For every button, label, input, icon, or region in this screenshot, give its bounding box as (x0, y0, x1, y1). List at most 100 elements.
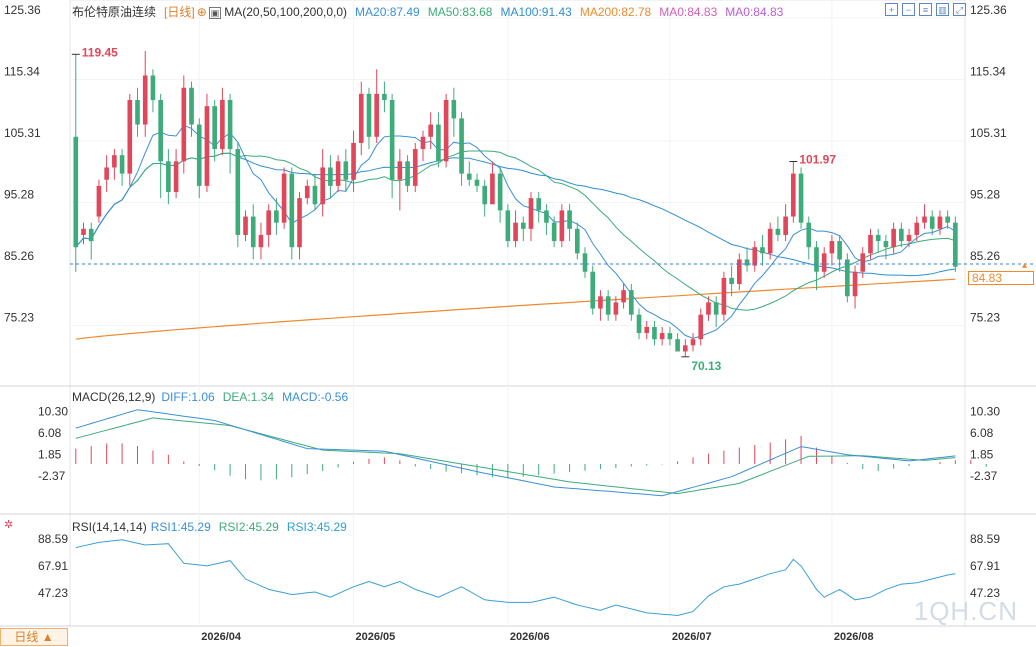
candle-body (243, 216, 248, 235)
candle-body (88, 228, 94, 242)
rsi-y-tick-left: 88.59 (38, 532, 68, 546)
candle-body (297, 198, 302, 248)
ma0-value-b: MA0:84.83 (725, 5, 784, 19)
settings-icon[interactable]: ⊕ (196, 5, 207, 19)
candle-body (883, 241, 889, 248)
ma0-value-a: MA0:84.83 (659, 5, 718, 19)
candle-body (343, 161, 349, 180)
candle-body (266, 210, 271, 235)
ma-icon: ▣ (208, 7, 222, 19)
candle-body (158, 100, 163, 162)
price-header: 布伦特原油连续 [日线] ⊕ ▣ MA(20,50,100,200,0,0) MA20:8… (72, 3, 791, 20)
candle-body (675, 339, 680, 352)
price-annotation: 70.13 (691, 359, 721, 373)
candle-body (737, 259, 742, 284)
layout-icon[interactable]: ▥ (936, 3, 949, 16)
candle-body (150, 75, 156, 100)
rsi-y-tick-right: 88.59 (970, 532, 1000, 546)
candle-body (212, 106, 217, 150)
candle-body (366, 93, 372, 137)
macd-label: MACD(26,12,9) (72, 390, 156, 404)
candle-body (250, 216, 256, 248)
candle-body (852, 271, 858, 297)
candle-body (922, 216, 927, 223)
zoom-out-icon[interactable]: − (902, 3, 915, 16)
candle-body (127, 100, 133, 174)
y-tick-label-left: 95.28 (4, 188, 34, 202)
candle-body (104, 167, 109, 180)
zoom-in-icon[interactable]: + (885, 3, 898, 16)
fullscreen-icon[interactable]: ⤢ (953, 3, 966, 16)
candle-body (520, 222, 526, 229)
candle-body (613, 302, 619, 315)
candle-body (652, 326, 657, 340)
dea-line (75, 417, 956, 495)
candle-body (135, 100, 140, 125)
candle-body (304, 185, 310, 199)
candle-body (814, 247, 819, 272)
x-tick-label: 2026/04 (201, 631, 242, 643)
y-tick-label-left: 105.31 (4, 126, 41, 140)
price-annotation: 119.45 (82, 45, 118, 59)
candle-body (945, 216, 950, 223)
candle-body (906, 234, 912, 242)
candle-body (466, 173, 472, 180)
y-tick-label-right: 115.34 (970, 65, 1006, 79)
candle-body (96, 185, 102, 217)
candle-body (574, 228, 580, 254)
instrument-title: 布伦特原油连续 (72, 5, 157, 19)
candle-body (875, 234, 881, 242)
candle-body (767, 228, 773, 254)
y-tick-label-left: 125.36 (4, 3, 41, 17)
candle-body (628, 290, 634, 315)
rsi-settings-icon[interactable]: ✲ (4, 519, 14, 531)
candle-body (312, 185, 318, 205)
candle-body (497, 173, 503, 211)
macd-macd: MACD:-0.56 (282, 390, 349, 404)
period-selector-button[interactable]: 日线 ▲ (0, 628, 68, 646)
candle-body (860, 253, 866, 272)
candle-body (682, 345, 688, 352)
macd-y-tick-left: 6.08 (38, 426, 62, 440)
candle-body (582, 253, 588, 272)
indicator-icon[interactable]: ≡ (919, 3, 932, 16)
candle-body (845, 259, 850, 297)
candle-body (551, 222, 557, 242)
candle-body (775, 228, 781, 235)
candle-body (605, 296, 611, 315)
diff-line (75, 409, 956, 497)
candle-body (397, 161, 403, 180)
macd-diff: DIFF:1.06 (161, 390, 215, 404)
rsi-y-tick-left: 47.23 (38, 586, 68, 600)
candle-body (420, 136, 426, 150)
rsi1-value: RSI1:45.29 (150, 520, 211, 534)
rsi-header: RSI(14,14,14) RSI1:45.29 RSI2:45.29 RSI3:45… (72, 520, 355, 534)
candle-body (73, 136, 79, 248)
candle-body (937, 216, 943, 229)
x-tick-label: 2026/06 (510, 631, 550, 643)
macd-y-tick-left: -2.37 (38, 469, 66, 483)
ma-legend: MA(20,50,100,200,0,0) (224, 5, 348, 19)
y-tick-label-right: 85.26 (970, 249, 1000, 263)
candle-body (914, 222, 920, 235)
x-tick-label: 2026/08 (834, 631, 874, 643)
rsi-y-tick-right: 67.91 (970, 559, 1000, 573)
candle-body (953, 222, 958, 267)
rsi3-value: RSI3:45.29 (286, 520, 347, 534)
candle-body (536, 198, 542, 211)
candle-body (798, 173, 804, 223)
rsi-y-tick-right: 47.23 (970, 586, 1000, 600)
macd-y-tick-right: 1.85 (970, 447, 994, 461)
candle-body (459, 118, 464, 174)
candle-body (644, 326, 650, 334)
rsi2-value: RSI2:45.29 (218, 520, 279, 534)
candle-body (227, 100, 233, 150)
candle-body (443, 100, 449, 162)
candle-body (235, 149, 241, 235)
y-tick-label-right: 75.23 (970, 311, 1000, 325)
candle-body (181, 87, 187, 162)
candle-body (891, 228, 896, 248)
candle-body (559, 210, 565, 242)
candle-body (320, 167, 325, 205)
candle-body (659, 333, 665, 340)
